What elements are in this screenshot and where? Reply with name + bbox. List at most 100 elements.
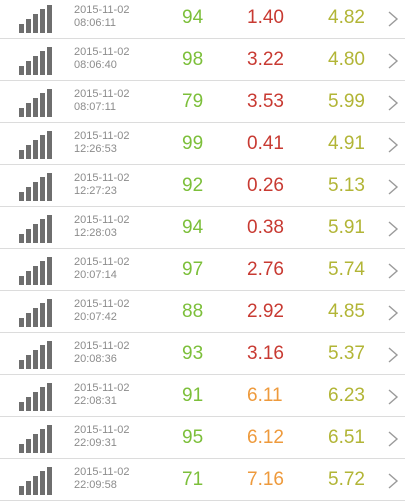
value-secondary: 1.40 — [247, 7, 284, 28]
signal-bar — [26, 103, 31, 117]
time-text: 22:08:31 — [74, 395, 117, 407]
value-tertiary: 5.72 — [328, 469, 365, 490]
timestamp: 2015-11-02 20:07:14 — [74, 256, 129, 282]
timestamp: 2015-11-02 22:09:31 — [74, 424, 129, 450]
signal-bar — [33, 434, 38, 453]
signal-bar — [26, 145, 31, 159]
signal-bar — [26, 313, 31, 327]
signal-bar — [33, 56, 38, 75]
signal-bar — [47, 257, 52, 285]
list-item[interactable]: 2015-11-02 22:08:31 91 6.11 6.23 — [0, 375, 405, 417]
list-item[interactable]: 2015-11-02 12:27:23 92 0.26 5.13 — [0, 165, 405, 207]
date-text: 2015-11-02 — [74, 214, 130, 226]
signal-bar — [33, 98, 38, 117]
timestamp: 2015-11-02 20:08:36 — [74, 340, 129, 366]
date-text: 2015-11-02 — [74, 172, 130, 184]
value-tertiary: 5.13 — [328, 175, 365, 196]
list-item[interactable]: 2015-11-02 08:06:40 98 3.22 4.80 — [0, 39, 405, 81]
list-item[interactable]: 2015-11-02 20:07:42 88 2.92 4.85 — [0, 291, 405, 333]
chevron-right-icon[interactable] — [386, 346, 400, 364]
time-text: 20:08:36 — [74, 353, 117, 365]
date-text: 2015-11-02 — [74, 88, 130, 100]
value-secondary: 3.16 — [247, 343, 284, 364]
list-item[interactable]: 2015-11-02 12:26:53 99 0.41 4.91 — [0, 123, 405, 165]
timestamp: 2015-11-02 12:27:23 — [74, 172, 129, 198]
chevron-right-icon[interactable] — [386, 94, 400, 112]
signal-bar — [47, 341, 52, 369]
signal-bar — [19, 318, 24, 327]
signal-bar — [33, 140, 38, 159]
signal-bar — [33, 182, 38, 201]
list-item[interactable]: 2015-11-02 22:09:31 95 6.12 6.51 — [0, 417, 405, 459]
signal-bar — [33, 476, 38, 495]
signal-strength-icon — [19, 173, 53, 201]
chevron-right-icon[interactable] — [386, 10, 400, 28]
chevron-right-icon[interactable] — [386, 388, 400, 406]
date-text: 2015-11-02 — [74, 466, 130, 478]
value-secondary: 6.11 — [247, 385, 283, 406]
value-tertiary: 6.51 — [328, 427, 365, 448]
signal-strength-icon — [19, 467, 53, 495]
signal-bar — [47, 5, 52, 33]
chevron-right-icon[interactable] — [386, 262, 400, 280]
list-item[interactable]: 2015-11-02 20:07:14 97 2.76 5.74 — [0, 249, 405, 291]
time-text: 22:09:31 — [74, 437, 117, 449]
value-tertiary: 6.23 — [328, 385, 365, 406]
list-item[interactable]: 2015-11-02 08:07:11 79 3.53 5.99 — [0, 81, 405, 123]
signal-bar — [19, 234, 24, 243]
value-secondary: 2.76 — [247, 259, 284, 280]
date-text: 2015-11-02 — [74, 382, 130, 394]
chevron-right-icon[interactable] — [386, 304, 400, 322]
value-primary: 94 — [182, 7, 204, 28]
signal-bar — [33, 266, 38, 285]
date-text: 2015-11-02 — [74, 256, 130, 268]
chevron-right-icon[interactable] — [386, 52, 400, 70]
list-item[interactable]: 2015-11-02 20:08:36 93 3.16 5.37 — [0, 333, 405, 375]
date-text: 2015-11-02 — [74, 46, 130, 58]
signal-strength-icon — [19, 215, 53, 243]
timestamp: 2015-11-02 08:06:11 — [74, 4, 129, 30]
signal-bar — [19, 192, 24, 201]
date-text: 2015-11-02 — [74, 298, 130, 310]
timestamp: 2015-11-02 20:07:42 — [74, 298, 129, 324]
list-item[interactable]: 2015-11-02 22:09:58 71 7.16 5.72 — [0, 459, 405, 501]
signal-bar — [47, 173, 52, 201]
signal-bar — [26, 439, 31, 453]
signal-bar — [47, 425, 52, 453]
signal-bar — [40, 219, 45, 243]
signal-bar — [26, 187, 31, 201]
signal-strength-icon — [19, 383, 53, 411]
signal-bar — [47, 467, 52, 495]
value-primary: 93 — [182, 343, 204, 364]
signal-bar — [26, 271, 31, 285]
value-tertiary: 5.91 — [328, 217, 365, 238]
signal-bar — [26, 355, 31, 369]
chevron-right-icon[interactable] — [386, 472, 400, 490]
value-secondary: 7.16 — [247, 469, 284, 490]
signal-strength-icon — [19, 131, 53, 159]
time-text: 08:06:40 — [74, 59, 117, 71]
list-item[interactable]: 2015-11-02 12:28:03 94 0.38 5.91 — [0, 207, 405, 249]
list-item[interactable]: 2015-11-02 08:06:11 94 1.40 4.82 — [0, 0, 405, 39]
value-primary: 88 — [182, 301, 204, 322]
signal-bar — [26, 61, 31, 75]
signal-bar — [19, 444, 24, 453]
date-text: 2015-11-02 — [74, 340, 130, 352]
signal-strength-icon — [19, 47, 53, 75]
signal-bar — [19, 402, 24, 411]
chevron-right-icon[interactable] — [386, 220, 400, 238]
signal-strength-icon — [19, 341, 53, 369]
signal-bar — [26, 229, 31, 243]
chevron-right-icon[interactable] — [386, 178, 400, 196]
value-tertiary: 4.91 — [328, 133, 365, 154]
signal-bar — [19, 24, 24, 33]
value-secondary: 2.92 — [247, 301, 284, 322]
value-secondary: 3.22 — [247, 49, 284, 70]
value-secondary: 0.41 — [247, 133, 284, 154]
chevron-right-icon[interactable] — [386, 430, 400, 448]
chevron-right-icon[interactable] — [386, 136, 400, 154]
signal-bar — [40, 177, 45, 201]
signal-bar — [33, 392, 38, 411]
time-text: 20:07:14 — [74, 269, 117, 281]
date-text: 2015-11-02 — [74, 424, 130, 436]
